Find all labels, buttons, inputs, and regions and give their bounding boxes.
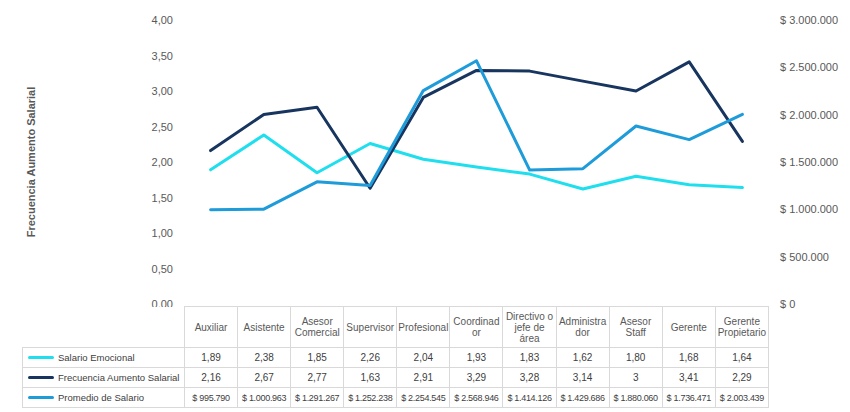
table-cell: 3,29	[450, 368, 503, 388]
table-cell: $ 2.003.439	[715, 388, 768, 408]
table-cell: 1,64	[715, 348, 768, 368]
table-cell: $ 1.291.267	[291, 388, 344, 408]
table-cell: $ 1.429.686	[556, 388, 609, 408]
table-cell: 2,91	[397, 368, 450, 388]
legend-series-label: Promedio de Salario	[58, 392, 144, 403]
table-cell: 1,62	[556, 348, 609, 368]
table-cell: 1,80	[609, 348, 662, 368]
table-header-row: AuxiliarAsistenteAsesor ComercialSupervi…	[23, 307, 769, 348]
legend-series-label: Frecuencia Aumento Salarial	[58, 372, 179, 383]
column-header: Coordinador	[450, 307, 503, 348]
table-cell: 2,16	[185, 368, 238, 388]
table-cell: $ 1.000.963	[238, 388, 291, 408]
table-row: Salario Emocional 1,892,381,852,262,041,9…	[23, 348, 769, 368]
legend-line-swatch	[28, 396, 54, 399]
table-corner-cell	[23, 307, 185, 348]
column-header: Auxiliar	[185, 307, 238, 348]
table-cell: 2,67	[238, 368, 291, 388]
table-cell: 3,28	[503, 368, 556, 388]
table-cell: $ 1.252.238	[344, 388, 397, 408]
table-cell: 1,83	[503, 348, 556, 368]
legend-cell: Salario Emocional	[23, 348, 185, 368]
table-cell: $ 2.568.946	[450, 388, 503, 408]
table-cell: 3,14	[556, 368, 609, 388]
column-header: Asistente	[238, 307, 291, 348]
column-header: Administrador	[556, 307, 609, 348]
table-cell: 1,93	[450, 348, 503, 368]
legend-line-swatch	[28, 356, 54, 359]
chart-canvas[interactable]: Frecuencia Aumento Salarial 0,000,501,00…	[0, 0, 850, 412]
table-cell: 2,04	[397, 348, 450, 368]
table-cell: $ 995.790	[185, 388, 238, 408]
table-cell: 1,63	[344, 368, 397, 388]
column-header: Directivo o jefe de área	[503, 307, 556, 348]
table-cell: 1,68	[662, 348, 715, 368]
legend-cell: Promedio de Salario	[23, 388, 185, 408]
legend-cell: Frecuencia Aumento Salarial	[23, 368, 185, 388]
table-cell: $ 2.254.545	[397, 388, 450, 408]
series-line-salario-emocional	[211, 135, 743, 189]
table-cell: 3	[609, 368, 662, 388]
series-line-promedio-de-salario	[211, 61, 743, 210]
legend-line-swatch	[28, 376, 54, 379]
table-cell: 2,29	[715, 368, 768, 388]
series-line-frecuencia-aumento-salarial	[211, 62, 743, 188]
table-cell: 2,38	[238, 348, 291, 368]
table-cell: $ 1.414.126	[503, 388, 556, 408]
column-header: Profesional	[397, 307, 450, 348]
column-header: Asesor Comercial	[291, 307, 344, 348]
table-cell: $ 1.880.060	[609, 388, 662, 408]
table-row: Promedio de Salario$ 995.790$ 1.000.963$…	[23, 388, 769, 408]
column-header: Gerente Propietario	[715, 307, 768, 348]
table-cell: 1,89	[185, 348, 238, 368]
legend-series-label: Salario Emocional	[58, 352, 135, 363]
table-cell: 1,85	[291, 348, 344, 368]
column-header: Gerente	[662, 307, 715, 348]
data-table: AuxiliarAsistenteAsesor ComercialSupervi…	[22, 306, 769, 408]
column-header: Supervisor	[344, 307, 397, 348]
table-cell: $ 1.736.471	[662, 388, 715, 408]
table-cell: 3,41	[662, 368, 715, 388]
table-cell: 2,26	[344, 348, 397, 368]
table-row: Frecuencia Aumento Salarial 2,162,672,771…	[23, 368, 769, 388]
column-header: Asesor Staff	[609, 307, 662, 348]
table-cell: 2,77	[291, 368, 344, 388]
